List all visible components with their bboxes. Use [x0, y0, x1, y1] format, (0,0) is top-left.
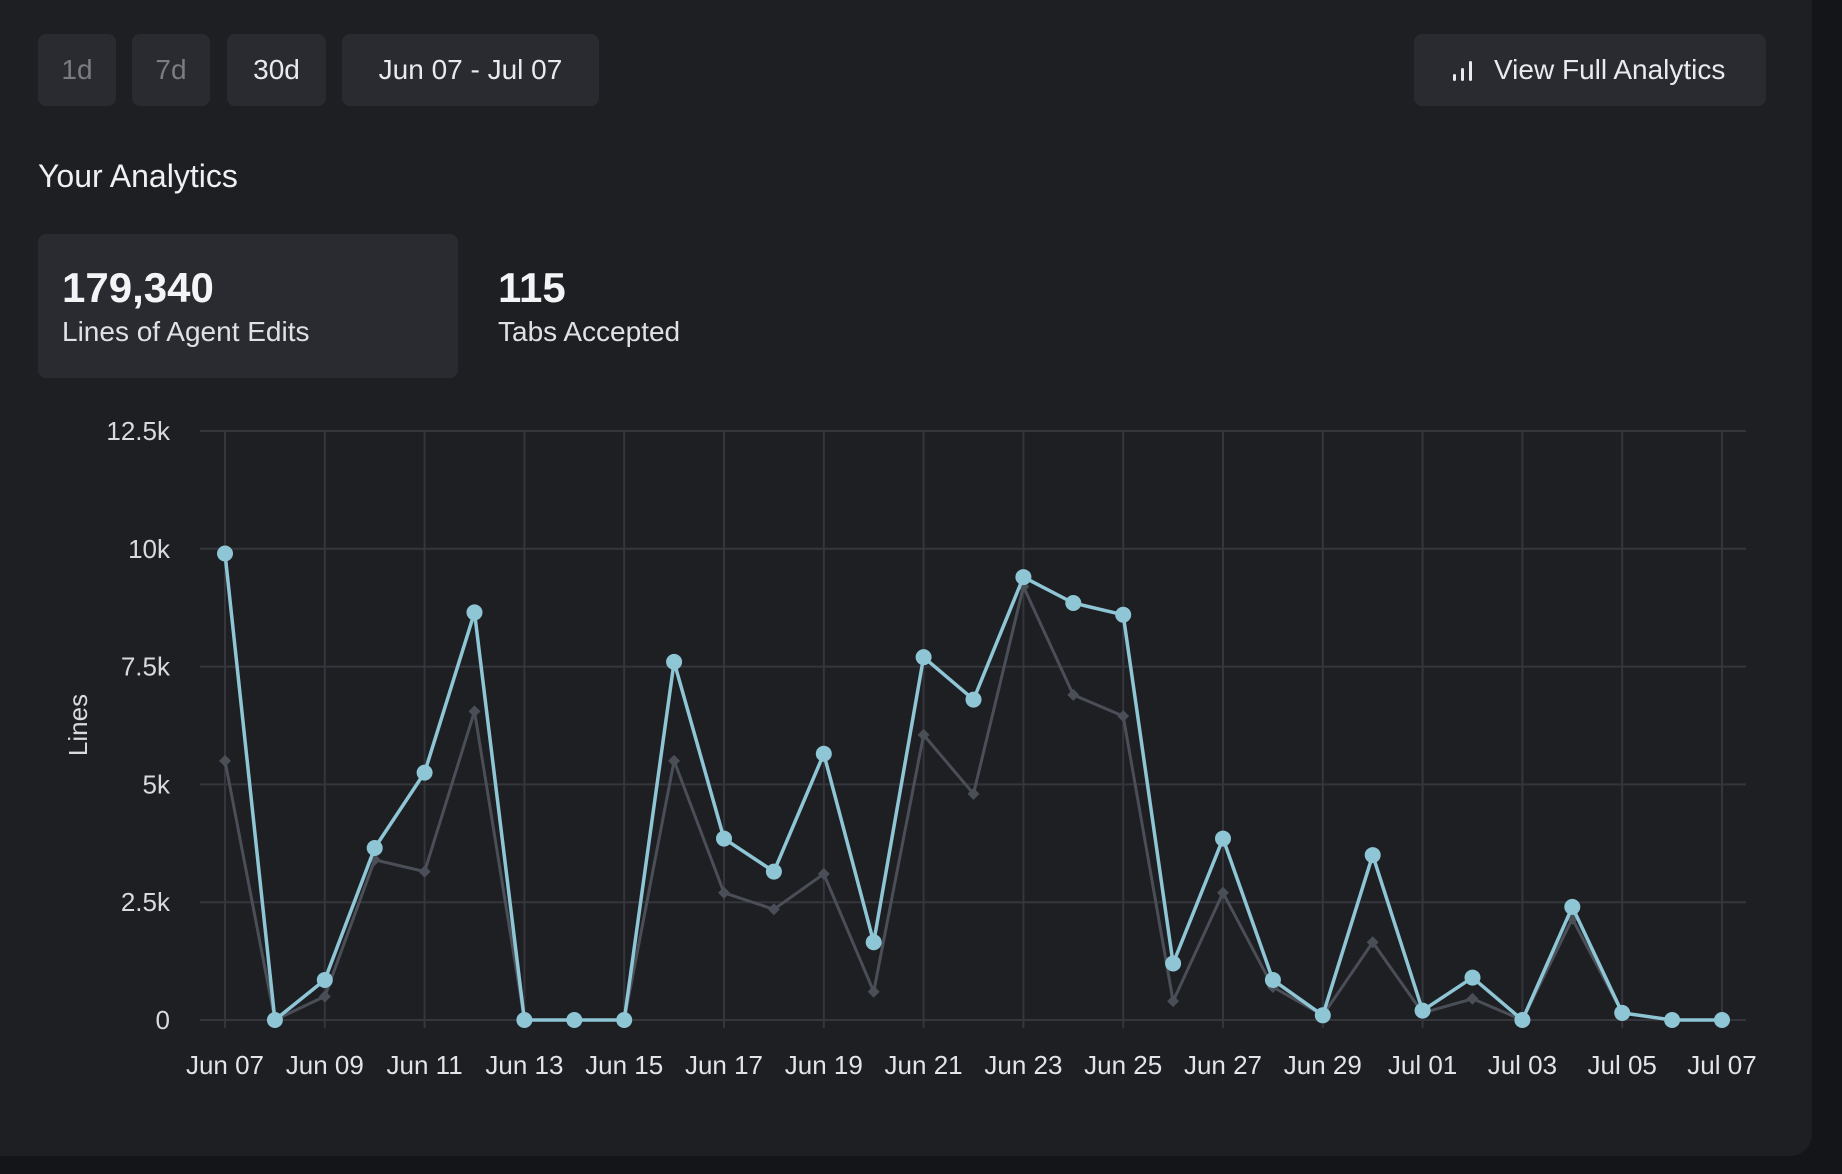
data-point	[965, 691, 982, 708]
x-tick-label: Jun 29	[1284, 1050, 1362, 1080]
section-title: Your Analytics	[38, 158, 238, 194]
data-point	[516, 1012, 533, 1028]
data-point	[1714, 1012, 1730, 1028]
data-point-secondary	[668, 754, 681, 767]
x-tick-label: Jun 21	[885, 1050, 963, 1080]
data-point	[566, 1012, 583, 1028]
date-range-button[interactable]: Jun 07 - Jul 07	[342, 34, 599, 106]
data-point-secondary	[1366, 936, 1379, 949]
data-point	[616, 1012, 633, 1028]
x-tick-label: Jun 11	[387, 1050, 463, 1080]
data-point-secondary	[967, 787, 980, 800]
data-point-secondary	[468, 705, 481, 718]
stat-value: 179,340	[62, 264, 214, 311]
y-tick-label: 7.5k	[121, 652, 171, 682]
x-tick-label: Jun 09	[286, 1050, 364, 1080]
x-tick-label: Jun 27	[1184, 1050, 1262, 1080]
data-point-secondary	[1217, 886, 1229, 899]
data-point	[217, 545, 233, 562]
data-point	[1065, 594, 1082, 611]
stat-label: Lines of Agent Edits	[62, 316, 310, 347]
data-point	[1564, 898, 1581, 915]
x-tick-label: Jun 23	[984, 1050, 1062, 1080]
data-point	[1215, 830, 1231, 847]
data-point-secondary	[718, 886, 730, 899]
data-point-secondary	[867, 985, 880, 998]
data-point-secondary	[1067, 688, 1080, 701]
data-point	[765, 863, 782, 880]
data-point	[1015, 569, 1032, 586]
bar-chart-icon	[1453, 61, 1472, 81]
x-tick-label: Jun 25	[1084, 1050, 1162, 1080]
stat-card-agent-edits[interactable]: 179,340 Lines of Agent Edits	[38, 234, 458, 378]
data-point	[1664, 1012, 1681, 1028]
data-point	[1165, 955, 1182, 972]
x-tick-label: Jul 03	[1488, 1050, 1557, 1080]
y-tick-label: 10k	[128, 534, 171, 564]
data-point	[266, 1012, 283, 1028]
x-tick-label: Jul 01	[1388, 1050, 1457, 1080]
analytics-panel: 1d 7d 30d Jun 07 - Jul 07 View Full Anal…	[0, 0, 1812, 1156]
range-1d-button[interactable]: 1d	[38, 34, 116, 106]
data-point	[1264, 971, 1281, 988]
view-full-analytics-button[interactable]: View Full Analytics	[1414, 34, 1766, 106]
data-point-secondary	[1167, 995, 1180, 1008]
data-point	[1464, 969, 1481, 986]
range-7d-button[interactable]: 7d	[132, 34, 210, 106]
data-point-secondary	[917, 728, 930, 741]
data-point	[815, 745, 832, 762]
stat-value: 115	[498, 264, 566, 311]
data-point-secondary	[1117, 710, 1130, 723]
data-point	[316, 971, 333, 988]
x-tick-label: Jul 05	[1588, 1050, 1657, 1080]
view-full-analytics-label: View Full Analytics	[1494, 54, 1726, 85]
data-point	[366, 840, 383, 857]
secondary-line	[223, 585, 1722, 1022]
data-point	[1414, 1002, 1431, 1019]
data-point	[416, 764, 433, 781]
data-point-secondary	[817, 867, 830, 880]
data-point-secondary	[1466, 992, 1479, 1005]
data-point	[716, 830, 732, 847]
x-tick-label: Jun 17	[685, 1050, 763, 1080]
y-axis-title: Lines	[63, 694, 93, 756]
data-point	[1614, 1004, 1631, 1021]
data-point	[666, 653, 683, 670]
y-tick-label: 5k	[143, 769, 171, 799]
data-point-secondary	[1017, 580, 1030, 593]
y-tick-label: 12.5k	[106, 416, 171, 446]
stat-label: Tabs Accepted	[498, 316, 681, 347]
data-point-secondary	[767, 903, 780, 916]
x-tick-label: Jun 19	[785, 1050, 863, 1080]
data-point	[1514, 1012, 1531, 1028]
stat-card-tabs-accepted[interactable]: 115 Tabs Accepted	[478, 234, 778, 378]
data-point-secondary	[418, 865, 431, 878]
lines-chart: Lines 0 2.5k 5k 7.5k 10k 12.5k Jun 07 Jun 09 Jun…	[63, 416, 1757, 1080]
range-30d-button[interactable]: 30d	[227, 34, 326, 106]
data-point	[865, 934, 882, 951]
data-point	[466, 604, 483, 621]
data-point	[1314, 1007, 1331, 1024]
x-tick-label: Jul 07	[1687, 1050, 1756, 1080]
data-point	[1364, 847, 1381, 864]
data-point	[915, 649, 932, 666]
x-tick-label: Jun 07	[186, 1050, 264, 1080]
x-tick-label: Jun 15	[585, 1050, 663, 1080]
data-point	[1115, 606, 1132, 623]
data-point-secondary	[219, 754, 231, 767]
y-tick-label: 2.5k	[121, 887, 171, 917]
x-tick-label: Jun 13	[485, 1050, 563, 1080]
data-point-secondary	[318, 990, 331, 1003]
y-tick-label: 0	[156, 1005, 170, 1035]
